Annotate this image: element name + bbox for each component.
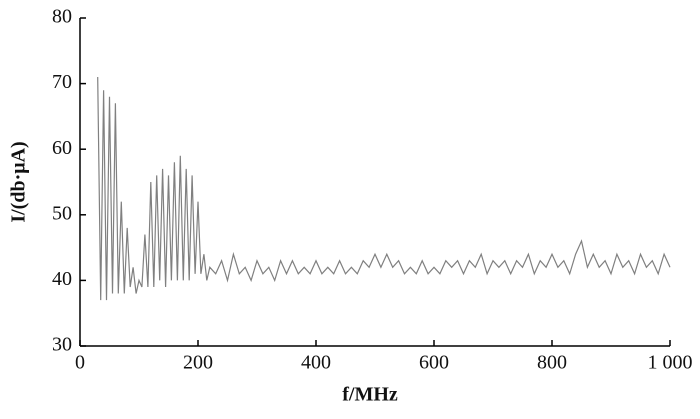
- x-axis-label: f/MHz: [342, 384, 398, 406]
- x-tick-label: 400: [301, 352, 331, 374]
- y-tick-label: 40: [52, 268, 72, 290]
- x-tick-label: 200: [183, 352, 213, 374]
- x-tick-label: 0: [75, 352, 85, 374]
- y-tick-label: 80: [52, 6, 72, 28]
- y-tick-label: 60: [52, 137, 72, 159]
- x-tick-label: 1 000: [648, 352, 693, 374]
- x-tick-label: 800: [537, 352, 567, 374]
- data-line: [97, 76, 671, 301]
- x-tick-label: 600: [419, 352, 449, 374]
- y-tick-label: 50: [52, 202, 72, 224]
- y-tick-label: 70: [52, 71, 72, 93]
- y-axis-label: I/(db·μA): [8, 141, 30, 222]
- y-tick-label: 30: [52, 334, 72, 356]
